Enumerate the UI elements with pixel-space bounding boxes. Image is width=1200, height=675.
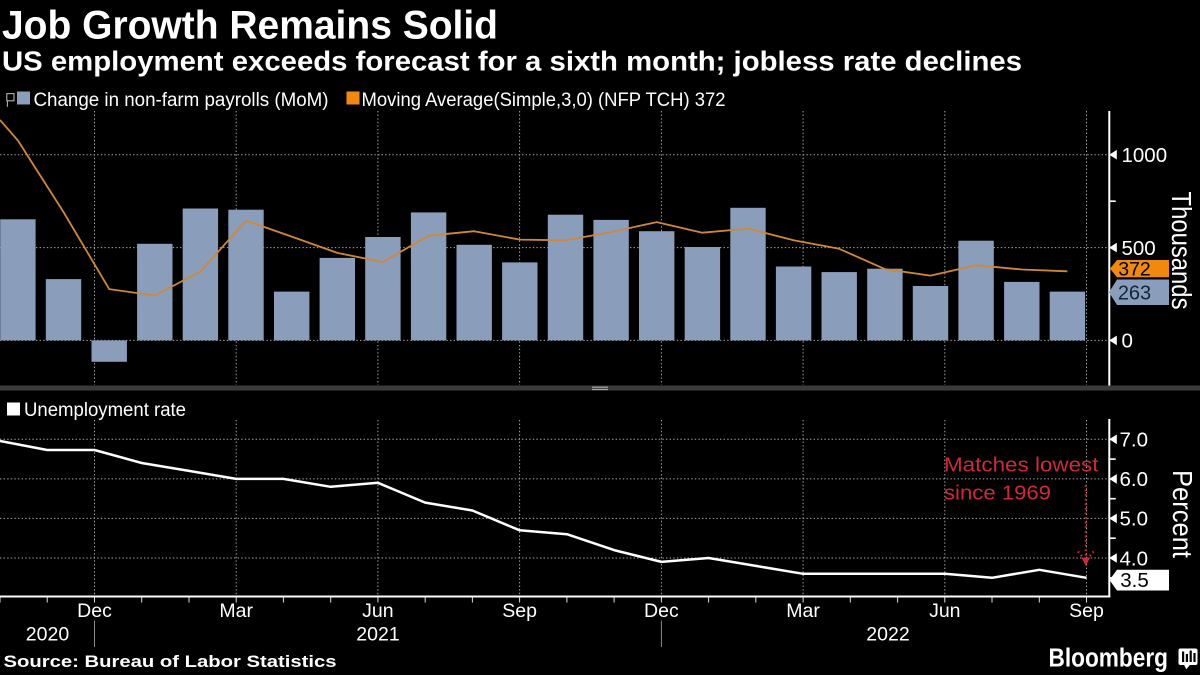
svg-text:Jun: Jun bbox=[929, 600, 960, 622]
svg-text:372: 372 bbox=[1118, 258, 1151, 280]
svg-text:2022: 2022 bbox=[866, 624, 909, 646]
svg-text:263: 263 bbox=[1118, 283, 1151, 305]
svg-text:2021: 2021 bbox=[356, 624, 399, 646]
svg-text:Sep: Sep bbox=[1069, 600, 1104, 622]
svg-text:5.0: 5.0 bbox=[1120, 508, 1149, 531]
svg-text:Change in non-farm payrolls (M: Change in non-farm payrolls (MoM) bbox=[34, 90, 329, 111]
svg-text:0: 0 bbox=[1122, 330, 1133, 353]
svg-text:Sep: Sep bbox=[502, 600, 537, 622]
svg-text:Bloomberg: Bloomberg bbox=[1049, 645, 1169, 673]
svg-text:Job Growth Remains Solid: Job Growth Remains Solid bbox=[2, 4, 498, 48]
svg-text:500: 500 bbox=[1122, 237, 1156, 260]
svg-text:Thousands: Thousands bbox=[1166, 192, 1197, 310]
svg-text:Percent: Percent bbox=[1167, 470, 1198, 558]
svg-text:Dec: Dec bbox=[644, 600, 679, 622]
svg-text:Moving Average(Simple,3,0) (NF: Moving Average(Simple,3,0) (NFP TCH) 372 bbox=[362, 90, 726, 111]
svg-text:Source: Bureau of Labor Statis: Source: Bureau of Labor Statistics bbox=[4, 652, 337, 671]
svg-text:6.0: 6.0 bbox=[1120, 468, 1149, 491]
svg-text:1000: 1000 bbox=[1122, 144, 1168, 167]
svg-text:4.0: 4.0 bbox=[1120, 547, 1149, 570]
svg-text:Matches lowest: Matches lowest bbox=[944, 454, 1099, 477]
svg-text:2020: 2020 bbox=[26, 624, 70, 646]
svg-text:3.5: 3.5 bbox=[1120, 569, 1149, 592]
svg-text:Mar: Mar bbox=[219, 600, 253, 622]
svg-text:US employment exceeds forecast: US employment exceeds forecast for a six… bbox=[2, 46, 1022, 77]
svg-text:since 1969: since 1969 bbox=[944, 482, 1051, 505]
svg-text:Mar: Mar bbox=[786, 600, 820, 622]
svg-text:7.0: 7.0 bbox=[1120, 429, 1149, 452]
svg-text:Jun: Jun bbox=[362, 600, 393, 622]
svg-text:Unemployment rate: Unemployment rate bbox=[24, 400, 186, 421]
svg-text:Dec: Dec bbox=[77, 600, 112, 622]
